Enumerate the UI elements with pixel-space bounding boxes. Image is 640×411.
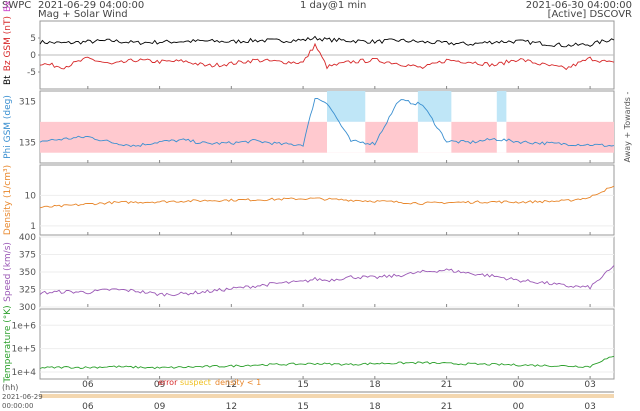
xtick-top-4: 18: [369, 380, 381, 390]
away-gap-2: [496, 121, 507, 153]
bfield-ytick-0: -5: [27, 68, 36, 78]
phi-ylabel: Phi GSM (deg): [3, 95, 13, 159]
header: SWPC 2021-06-29 04:00:00 Mag + Solar Win…: [0, 0, 640, 20]
time-span-label: 1 day@1 min: [300, 0, 367, 11]
temp-ytick-0: 1e+4: [11, 368, 36, 378]
xtick-bottom-3: 15: [297, 402, 308, 411]
speed-ylabel: Speed (km/s): [3, 242, 13, 302]
phi-right-label: Away + Towards -: [623, 91, 632, 162]
xtick-bottom-6: 00: [513, 402, 525, 411]
speed-ytick-1: 325: [19, 286, 36, 296]
density-ylabel: Density (1/cm³): [3, 165, 13, 235]
bfield-ylabel: BtBz GSM (nT)BxBy: [3, 0, 13, 85]
xtick-bottom-5: 21: [441, 402, 452, 411]
xtick-top-5: 21: [441, 380, 452, 390]
bfield-ylabel-part-2: Bx: [3, 0, 13, 12]
bfield-ytick-2: 5: [30, 34, 36, 44]
start-time-label: 2021-06-29 04:00:00: [38, 0, 145, 11]
xtick-bottom-7: 03: [584, 402, 595, 411]
brand-label: SWPC: [2, 0, 32, 11]
time-label: 00:00:00: [2, 402, 33, 410]
xtick-top-1: 09: [154, 380, 166, 390]
temp-ytick-1: 1e+5: [11, 345, 36, 355]
panel-frame-5: [39, 308, 615, 380]
series-line-temperature: [39, 355, 615, 370]
density-ytick-1: 10: [25, 191, 37, 201]
xtick-bottom-0: 06: [82, 402, 94, 411]
away-gap-1: [417, 121, 452, 153]
bfield-ylabel-part-0: Bt: [3, 75, 13, 85]
away-gap-0: [327, 121, 366, 153]
xtick-top-7: 03: [584, 380, 595, 390]
xtick-top-6: 00: [513, 380, 525, 390]
legend-suspect: suspect: [180, 378, 211, 387]
xtick-bottom-2: 12: [226, 402, 237, 411]
phi-ytick-1: 315: [19, 97, 36, 107]
bfield-ylabel-part-1: Bz GSM (nT): [3, 16, 13, 71]
xtick-top-2: 12: [226, 380, 237, 390]
legend-density-low: density < 1: [215, 378, 261, 387]
xtick-top-3: 15: [297, 380, 308, 390]
series-line-speed: [39, 265, 615, 297]
end-time-label: 2021-06-30 04:00:00: [525, 0, 632, 11]
xtick-top-0: 06: [82, 380, 94, 390]
legend-error: error: [158, 378, 178, 387]
away-band-2: [496, 91, 507, 122]
source-label: [Active] DSCOVR: [547, 9, 632, 20]
date-label: 2021-06-29: [2, 393, 43, 401]
temp-ytick-2: 1e+6: [11, 321, 36, 331]
phi-ytick-0: 135: [19, 138, 36, 148]
speed-ytick-3: 375: [19, 251, 36, 261]
time-unit-label: (hh): [2, 383, 18, 392]
xtick-bottom-4: 18: [369, 402, 381, 411]
speed-ytick-2: 350: [19, 268, 36, 278]
xtick-bottom-1: 09: [154, 402, 166, 411]
density-ytick-0: 1: [30, 222, 36, 232]
series-line-density: [39, 185, 615, 209]
bfield-ytick-1: 0: [30, 51, 36, 61]
series-line-phi: [39, 97, 615, 148]
away-band-1: [417, 91, 452, 122]
speed-ytick-4: 400: [19, 233, 36, 243]
status-strip: [40, 394, 614, 398]
series-line-bt: [39, 35, 615, 48]
temp-ylabel: Temperature (°K): [3, 305, 13, 383]
series-line-bz-gsm: [39, 42, 615, 71]
subtitle-label: Mag + Solar Wind: [38, 9, 128, 20]
away-band-0: [327, 91, 366, 122]
speed-ytick-0: 300: [19, 303, 36, 313]
